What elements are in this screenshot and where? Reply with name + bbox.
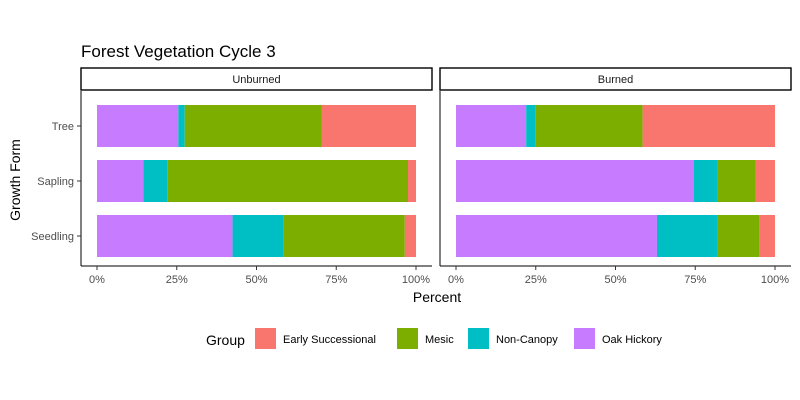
x-tick-label: 100% <box>761 274 789 286</box>
bar-unburned-tree-oak-hickory <box>97 105 179 147</box>
bar-unburned-seedling-oak-hickory <box>97 215 233 257</box>
legend-item-oak-hickory: Oak Hickory <box>574 328 662 349</box>
facet-panel-unburned: Unburned 0% 25% 50% 75% 100% Tree Sapling Seedli… <box>31 67 433 286</box>
bar-unburned-seedling-non-canopy <box>232 215 284 257</box>
y-tick-label: Seedling <box>31 231 74 243</box>
bar-unburned-tree-non-canopy <box>178 105 185 147</box>
bar-burned-tree-early-successional <box>642 105 775 147</box>
bar-burned-seedling-mesic <box>717 215 760 257</box>
bar-unburned-tree-mesic <box>184 105 322 147</box>
legend-item-non-canopy: Non-Canopy <box>468 328 558 349</box>
legend-key <box>574 328 595 349</box>
facet-strip <box>439 67 792 91</box>
bar-burned-tree-non-canopy <box>526 105 536 147</box>
bar-burned-seedling-early-successional <box>759 215 775 257</box>
x-tick-label: 25% <box>525 274 547 286</box>
bar-burned-sapling-oak-hickory <box>456 160 694 202</box>
x-axis-title: Percent <box>413 289 461 305</box>
x-tick-label: 25% <box>166 274 188 286</box>
bar-unburned-sapling-oak-hickory <box>97 160 144 202</box>
legend: Group Early Successional Mesic Non-Canopy O… <box>206 328 662 349</box>
facet-panels: Unburned 0% 25% 50% 75% 100% Tree Sapling Seedli… <box>31 67 792 286</box>
y-tick-label: Sapling <box>37 176 74 188</box>
legend-title: Group <box>206 332 245 348</box>
bar-burned-sapling-non-canopy <box>693 160 718 202</box>
y-axis-title: Growth Form <box>7 139 23 221</box>
bar-unburned-tree-early-successional <box>321 105 416 147</box>
x-tick-label: 0% <box>448 274 464 286</box>
legend-label: Non-Canopy <box>496 334 558 346</box>
bar-unburned-sapling-mesic <box>167 160 409 202</box>
bar-burned-sapling-early-successional <box>755 160 775 202</box>
bar-burned-tree-oak-hickory <box>456 105 527 147</box>
legend-label: Mesic <box>425 334 454 346</box>
facet-strip-label: Unburned <box>232 74 280 86</box>
legend-item-mesic: Mesic <box>397 328 454 349</box>
facet-strip-label: Burned <box>598 74 633 86</box>
bar-burned-seedling-oak-hickory <box>456 215 657 257</box>
x-tick-label: 50% <box>604 274 626 286</box>
facet-strip <box>80 67 433 91</box>
bar-unburned-seedling-mesic <box>283 215 405 257</box>
bar-unburned-seedling-early-successional <box>404 215 416 257</box>
bar-unburned-sapling-early-successional <box>408 160 416 202</box>
x-tick-label: 0% <box>89 274 105 286</box>
facet-panel-burned: Burned 0% 25% 50% 75% 100% <box>439 67 792 286</box>
y-tick-label: Tree <box>52 121 74 133</box>
legend-item-early-successional: Early Successional <box>255 328 376 349</box>
legend-key <box>468 328 489 349</box>
legend-key <box>397 328 418 349</box>
bar-burned-sapling-mesic <box>717 160 756 202</box>
bar-burned-seedling-non-canopy <box>656 215 718 257</box>
x-tick-label: 50% <box>245 274 267 286</box>
bar-unburned-sapling-non-canopy <box>143 160 168 202</box>
bar-burned-tree-mesic <box>535 105 643 147</box>
legend-key <box>255 328 276 349</box>
chart-title: Forest Vegetation Cycle 3 <box>81 42 276 61</box>
x-tick-label: 75% <box>325 274 347 286</box>
legend-label: Oak Hickory <box>602 334 662 346</box>
x-tick-label: 75% <box>684 274 706 286</box>
legend-label: Early Successional <box>283 334 376 346</box>
x-tick-label: 100% <box>402 274 430 286</box>
